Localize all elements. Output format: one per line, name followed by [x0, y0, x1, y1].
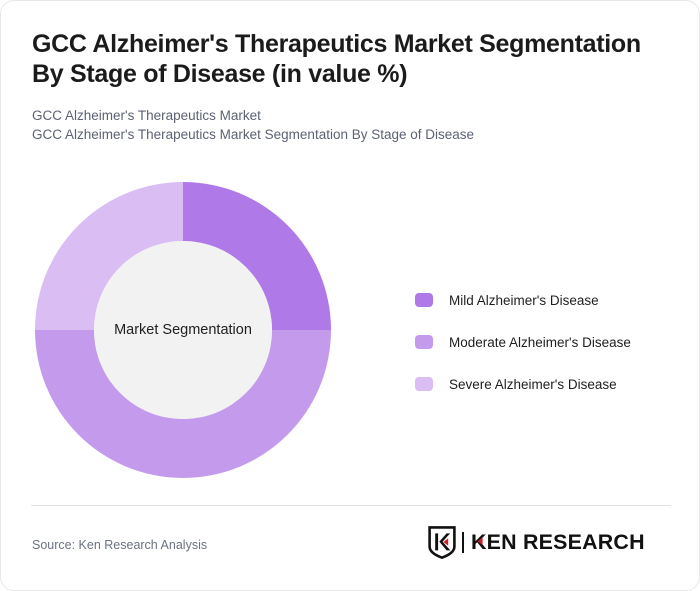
- shield-k-icon: [428, 525, 456, 559]
- legend-item-moderate[interactable]: Moderate Alzheimer's Disease: [415, 321, 675, 363]
- page-title: GCC Alzheimer's Therapeutics Market Segm…: [32, 30, 641, 88]
- donut-slice[interactable]: [35, 330, 331, 478]
- legend-label-mild: Mild Alzheimer's Disease: [449, 292, 599, 308]
- donut-svg: [34, 182, 331, 478]
- chart-header: GCC Alzheimer's Therapeutics Market Segm…: [32, 29, 662, 144]
- legend-item-mild[interactable]: Mild Alzheimer's Disease: [415, 279, 675, 321]
- ken-research-logo: KEN RESEARCH: [428, 525, 671, 559]
- donut-chart: Market Segmentation: [33, 175, 333, 485]
- donut-slice[interactable]: [183, 182, 331, 330]
- ken-research-wordmark: KEN RESEARCH: [471, 531, 645, 554]
- breadcrumb: GCC Alzheimer's Therapeutics Market GCC …: [32, 106, 662, 144]
- donut-slice[interactable]: [34, 182, 184, 330]
- legend-swatch-mild: [415, 293, 433, 307]
- legend-item-severe[interactable]: Severe Alzheimer's Disease: [415, 363, 675, 405]
- legend-swatch-moderate: [415, 335, 433, 349]
- legend-label-moderate: Moderate Alzheimer's Disease: [449, 334, 631, 350]
- logo-separator: [462, 531, 464, 553]
- chart-plot-area: Market Segmentation Mild Alzheimer's Dis…: [1, 169, 699, 499]
- footer-divider: [31, 505, 671, 506]
- logo-wordmark-text: KEN RESEARCH: [471, 531, 645, 554]
- legend-swatch-severe: [415, 377, 433, 391]
- legend-label-severe: Severe Alzheimer's Disease: [449, 376, 617, 392]
- chart-legend: Mild Alzheimer's Disease Moderate Alzhei…: [415, 279, 675, 405]
- subtitle-market: GCC Alzheimer's Therapeutics Market: [32, 108, 261, 123]
- subtitle-segmentation: GCC Alzheimer's Therapeutics Market Segm…: [32, 127, 475, 142]
- donut-hole: [94, 241, 272, 419]
- source-note: Source: Ken Research Analysis: [32, 538, 208, 552]
